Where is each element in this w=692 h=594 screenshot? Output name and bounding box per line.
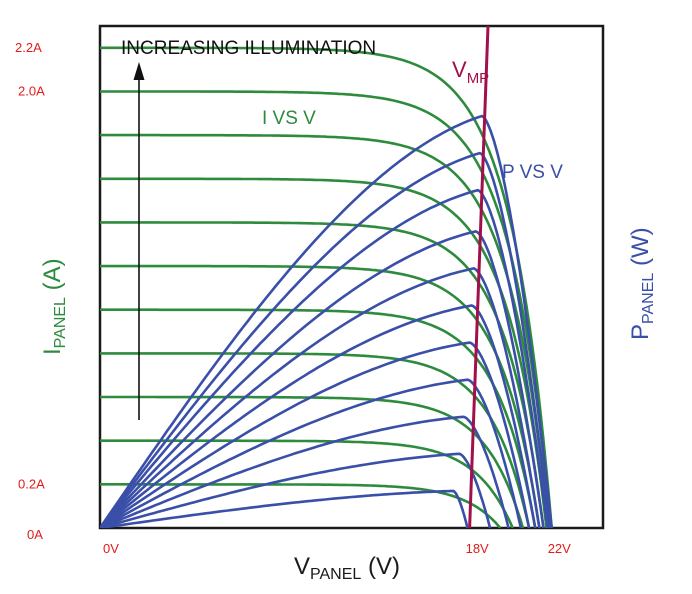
p-vs-v-curves	[100, 114, 553, 528]
p-vs-v-curve	[100, 304, 537, 528]
annotation-increasing-illumination: INCREASING ILLUMINATION	[121, 38, 376, 59]
p-vs-v-curve	[100, 341, 531, 528]
y-axis-right-label-main: P	[627, 324, 654, 340]
x-axis-label-sub: PANEL	[310, 566, 361, 583]
y-axis-left-label-unit: (A)	[39, 258, 66, 297]
label-vmp-sub: MP	[467, 70, 490, 87]
label-vmp: VMP	[452, 57, 489, 87]
p-vs-v-curve	[100, 151, 551, 528]
y-axis-right-label-sub: PANEL	[640, 273, 657, 324]
y-tick-labels: 0A 0.2A 2.0A 2.2A	[15, 40, 45, 542]
p-vs-v-curve	[100, 188, 549, 528]
p-vs-v-curve	[100, 114, 553, 528]
i-vs-v-curve	[100, 133, 550, 528]
p-vs-v-curve	[100, 267, 541, 528]
i-vs-v-curve	[100, 177, 548, 528]
x-tick-label: 0V	[103, 541, 119, 556]
x-tick-label: 22V	[548, 541, 571, 556]
i-vs-v-curve	[100, 46, 553, 528]
y-tick-label: 2.0A	[18, 84, 45, 99]
label-vmp-main: V	[452, 57, 467, 82]
p-vs-v-curve	[100, 452, 492, 528]
y-axis-left-label: IPANEL (A)	[39, 258, 69, 355]
x-axis-label-unit: (V)	[361, 553, 400, 580]
y-tick-label: 0.2A	[18, 476, 45, 491]
vmp-line	[468, 25, 490, 529]
y-axis-left-label-sub: PANEL	[52, 297, 69, 348]
p-vs-v-curve	[100, 415, 510, 528]
plot-frame	[98, 24, 605, 530]
i-vs-v-curve	[100, 90, 552, 528]
y-axis-left-label-main: I	[39, 348, 66, 355]
label-i-vs-v: I VS V	[262, 108, 316, 129]
p-vs-v-curve	[100, 230, 545, 528]
x-axis-label: VPANEL (V)	[294, 553, 400, 583]
illumination-arrow-icon	[133, 62, 145, 420]
y-tick-label: 0A	[27, 527, 43, 542]
p-vs-v-curve	[100, 489, 469, 528]
label-p-vs-v: P VS V	[502, 162, 563, 183]
y-axis-right-label: PPANEL (W)	[627, 227, 657, 340]
y-tick-label: 2.2A	[15, 40, 42, 55]
x-axis-label-main: V	[294, 553, 310, 580]
y-axis-right-label-unit: (W)	[627, 227, 654, 272]
x-tick-labels: 0V 18V 22V	[103, 541, 571, 556]
x-tick-label: 18V	[466, 541, 489, 556]
p-vs-v-curve	[100, 378, 523, 528]
